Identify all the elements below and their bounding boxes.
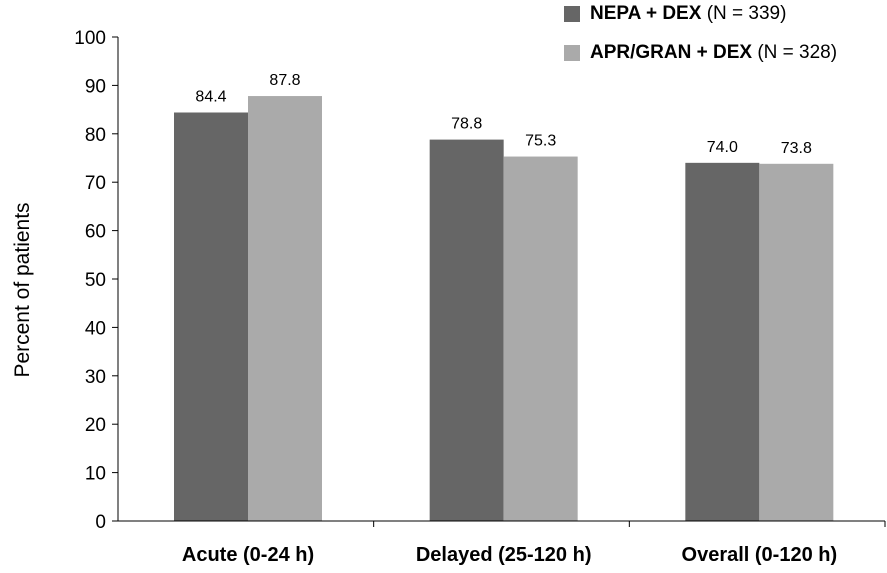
- y-tick-label: 70: [85, 173, 106, 194]
- category-label: Delayed (25-120 h): [416, 544, 592, 566]
- y-tick-label: 40: [85, 318, 106, 339]
- bar: [685, 162, 760, 521]
- y-axis-label: Percent of patients: [11, 202, 34, 377]
- legend-series-name: APR/GRAN + DEX: [590, 42, 753, 63]
- y-tick-label: 100: [74, 28, 106, 49]
- bar: [174, 112, 248, 521]
- legend-item-nepa-dex: NEPA + DEX (N = 339): [564, 3, 837, 24]
- bar: [503, 156, 578, 521]
- bar: [248, 96, 322, 521]
- category-label: Acute (0-24 h): [182, 544, 314, 566]
- legend-swatch-nepa-dex: [564, 6, 580, 22]
- y-tick-label: 90: [85, 76, 106, 97]
- data-label: 87.8: [269, 72, 300, 89]
- legend-series-n: (N = 328): [757, 42, 838, 63]
- category-label: Overall (0-120 h): [682, 544, 838, 566]
- y-tick-label: 80: [85, 125, 106, 146]
- y-tick-label: 60: [85, 222, 106, 243]
- data-label: 78.8: [451, 116, 482, 133]
- legend-series-name: NEPA + DEX: [590, 3, 702, 24]
- data-label: 74.0: [707, 139, 738, 156]
- bars: [174, 96, 834, 522]
- bar: [759, 163, 834, 522]
- legend: NEPA + DEX (N = 339) APR/GRAN + DEX (N =…: [564, 3, 838, 82]
- y-tick-label: 0: [95, 512, 106, 533]
- legend-swatch-apr-gran-dex: [564, 45, 580, 61]
- data-label: 73.8: [781, 140, 812, 157]
- data-label: 75.3: [525, 133, 556, 150]
- y-tick-label: 20: [85, 415, 106, 436]
- legend-item-apr-gran-dex: APR/GRAN + DEX (N = 328): [564, 42, 838, 63]
- y-tick-label: 30: [85, 367, 106, 388]
- y-tick-label: 50: [85, 270, 106, 291]
- legend-series-n: (N = 339): [706, 3, 787, 24]
- y-tick-label: 10: [85, 464, 106, 485]
- data-labels: 84.4 87.8 78.8 75.3 74.0 73.8: [195, 72, 812, 157]
- data-label: 84.4: [195, 89, 226, 106]
- bar: [429, 139, 504, 521]
- y-axis-ticks: 0 10 20 30 40 50 60 70 80 90 100: [74, 28, 118, 533]
- category-labels: Acute (0-24 h) Delayed (25-120 h) Overall …: [182, 521, 886, 566]
- axes: [117, 37, 885, 522]
